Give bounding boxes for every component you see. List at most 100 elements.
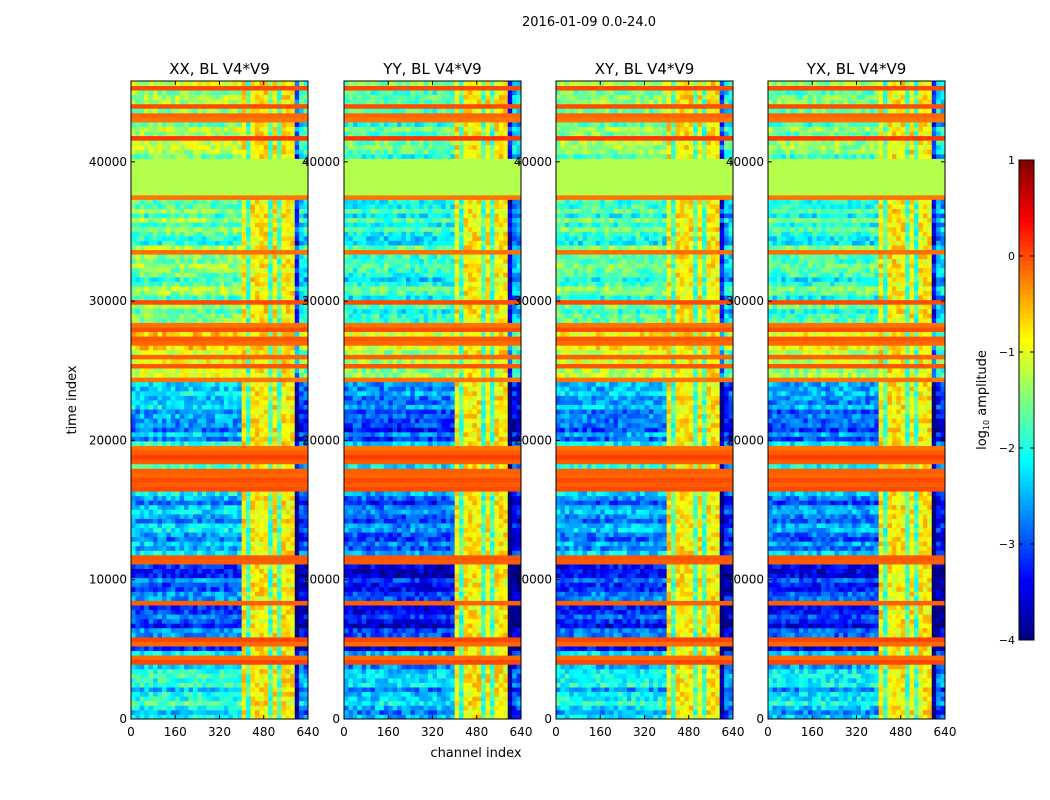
heatmap-cell xyxy=(277,427,282,432)
heatmap-cell xyxy=(166,341,171,346)
heatmap-cell xyxy=(259,487,264,492)
heatmap-cell xyxy=(175,564,180,569)
heatmap-cell xyxy=(268,573,273,578)
heatmap-cell xyxy=(175,364,180,369)
heatmap-cell xyxy=(250,195,255,200)
heatmap-cell xyxy=(233,605,238,610)
heatmap-cell xyxy=(286,414,291,419)
heatmap-cell xyxy=(149,209,154,214)
heatmap-cell xyxy=(166,336,171,341)
heatmap-cell xyxy=(184,209,189,214)
heatmap-cell xyxy=(189,400,194,405)
heatmap-cell xyxy=(166,468,171,473)
heatmap-cell xyxy=(184,550,189,555)
heatmap-cell xyxy=(237,395,242,400)
heatmap-cell xyxy=(228,432,233,437)
heatmap-cell xyxy=(242,637,247,642)
heatmap-cell xyxy=(224,596,229,601)
heatmap-cell xyxy=(140,391,145,396)
heatmap-cell xyxy=(149,318,154,323)
heatmap-cell xyxy=(131,295,136,300)
heatmap-cell xyxy=(131,327,136,332)
heatmap-cell xyxy=(193,227,198,232)
heatmap-cell xyxy=(189,323,194,328)
heatmap-cell xyxy=(144,578,149,583)
heatmap-cell xyxy=(131,163,136,168)
heatmap-cell xyxy=(144,464,149,469)
heatmap-cell xyxy=(250,409,255,414)
heatmap-cell xyxy=(233,327,238,332)
heatmap-cell xyxy=(197,327,202,332)
heatmap-cell xyxy=(135,181,140,186)
heatmap-cell xyxy=(211,231,216,236)
heatmap-cell xyxy=(220,550,225,555)
heatmap-cell xyxy=(149,395,154,400)
heatmap-cell xyxy=(255,464,260,469)
heatmap-cell xyxy=(295,473,300,478)
heatmap-cell xyxy=(246,158,251,163)
heatmap-cell xyxy=(281,628,286,633)
heatmap-cell xyxy=(290,427,295,432)
heatmap-cell xyxy=(180,514,185,519)
heatmap-cell xyxy=(202,705,207,710)
heatmap-cell xyxy=(295,282,300,287)
heatmap-cell xyxy=(228,277,233,282)
heatmap-cell xyxy=(255,436,260,441)
heatmap-cell xyxy=(175,591,180,596)
heatmap-cell xyxy=(162,168,167,173)
heatmap-cell xyxy=(189,477,194,482)
heatmap-cell xyxy=(228,464,233,469)
heatmap-cell xyxy=(206,341,211,346)
heatmap-cell xyxy=(281,537,286,542)
heatmap-cell xyxy=(135,204,140,209)
heatmap-cell xyxy=(299,601,304,606)
heatmap-cell xyxy=(184,587,189,592)
heatmap-cell xyxy=(237,354,242,359)
heatmap-cell xyxy=(135,587,140,592)
heatmap-cell xyxy=(149,550,154,555)
heatmap-cell xyxy=(290,569,295,574)
heatmap-cell xyxy=(255,432,260,437)
heatmap-cell xyxy=(153,477,158,482)
heatmap-cell xyxy=(131,455,136,460)
heatmap-cell xyxy=(202,601,207,606)
heatmap-cell xyxy=(233,318,238,323)
heatmap-cell xyxy=(237,213,242,218)
heatmap-cell xyxy=(264,655,269,660)
heatmap-cell xyxy=(193,186,198,191)
heatmap-cell xyxy=(206,323,211,328)
heatmap-cell xyxy=(180,268,185,273)
heatmap-cell xyxy=(180,596,185,601)
heatmap-cell xyxy=(242,432,247,437)
heatmap-cell xyxy=(215,637,220,642)
heatmap-cell xyxy=(162,154,167,159)
heatmap-cell xyxy=(220,350,225,355)
heatmap-cell xyxy=(193,637,198,642)
heatmap-cell xyxy=(144,505,149,510)
heatmap-cell xyxy=(224,683,229,688)
heatmap-cell xyxy=(268,291,273,296)
heatmap-cell xyxy=(299,537,304,542)
heatmap-cell xyxy=(277,646,282,651)
heatmap-cell xyxy=(228,541,233,546)
heatmap-cell xyxy=(220,263,225,268)
heatmap-cell xyxy=(246,455,251,460)
heatmap-cell xyxy=(277,610,282,615)
heatmap-cell xyxy=(220,514,225,519)
heatmap-cell xyxy=(206,450,211,455)
heatmap-cell xyxy=(268,705,273,710)
heatmap-cell xyxy=(273,250,278,255)
heatmap-cell xyxy=(162,614,167,619)
heatmap-cell xyxy=(277,286,282,291)
heatmap-cell xyxy=(206,218,211,223)
heatmap-cell xyxy=(197,673,202,678)
heatmap-cell xyxy=(202,345,207,350)
heatmap-cell xyxy=(171,660,176,665)
heatmap-cell xyxy=(175,632,180,637)
heatmap-cell xyxy=(277,345,282,350)
heatmap-cell xyxy=(162,464,167,469)
heatmap-cell xyxy=(228,282,233,287)
heatmap-cell xyxy=(166,683,171,688)
heatmap-cell xyxy=(246,623,251,628)
heatmap-cell xyxy=(242,323,247,328)
